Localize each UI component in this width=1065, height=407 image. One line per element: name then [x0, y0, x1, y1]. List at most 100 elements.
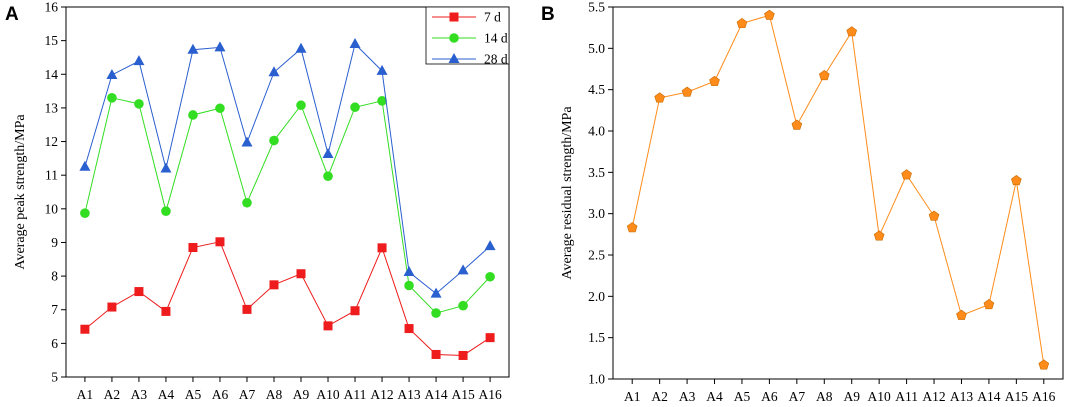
y-tick-label: 14 — [45, 67, 59, 82]
data-point — [80, 208, 90, 218]
y-tick-label: 9 — [51, 235, 58, 250]
y-tick-label: 6 — [51, 336, 58, 351]
x-tick-label: A16 — [1032, 389, 1055, 404]
series-line — [631, 14, 1045, 366]
data-point — [322, 147, 334, 158]
data-point — [901, 169, 912, 180]
data-point — [983, 299, 995, 310]
legend-marker — [448, 53, 460, 63]
data-point — [485, 271, 495, 282]
x-tick-label: A15 — [451, 387, 474, 402]
series-28-d — [79, 38, 496, 298]
data-point — [214, 41, 226, 52]
data-point — [80, 324, 90, 334]
y-axis-title: Average peak strength/MPa — [13, 114, 28, 270]
y-tick-label: 3.0 — [588, 206, 605, 221]
data-point — [323, 321, 333, 331]
x-tick-label: A1 — [77, 387, 94, 402]
data-point — [458, 350, 468, 360]
data-point — [161, 206, 171, 216]
data-point — [626, 222, 638, 233]
y-tick-label: 8 — [51, 269, 58, 284]
data-point — [681, 86, 693, 97]
data-point — [296, 269, 306, 279]
data-point — [377, 96, 387, 106]
data-point — [215, 103, 225, 114]
x-tick-label: A2 — [651, 389, 668, 404]
plot-frame — [65, 6, 510, 378]
x-tick-label: A3 — [679, 389, 696, 404]
chart-residual-strength: 1.0 1.5 2.0 2.5 3.0 3.5 4.0 4.5 5.0 5.5 A1 A2 A3 A4 A5… — [560, 0, 1064, 404]
chart-peak-strength: 5 6 7 8 9 10 11 12 13 14 15 16 A1 A2 A3 A4 A5 A6 A7 A8 A9 A10… — [13, 0, 510, 402]
x-tick-label: A12 — [922, 389, 945, 404]
data-point — [323, 171, 333, 181]
data-point — [377, 243, 387, 253]
x-tick-label: A2 — [104, 387, 121, 402]
data-point — [485, 333, 495, 343]
legend-marker — [449, 33, 459, 43]
data-point — [188, 110, 198, 120]
x-tick-label: A9 — [293, 387, 310, 402]
data-point — [107, 302, 117, 312]
data-point — [107, 93, 117, 103]
x-tick-label: A15 — [1005, 389, 1028, 404]
y-tick-label: 4.5 — [588, 82, 605, 97]
series-line — [84, 43, 491, 295]
data-point — [1038, 359, 1050, 370]
panel-letter-a: A — [5, 4, 19, 25]
data-point — [134, 287, 144, 297]
x-tick-label: A6 — [212, 387, 229, 402]
data-point — [457, 264, 469, 275]
x-tick-label: A5 — [185, 387, 202, 402]
y-tick-label: 5.5 — [588, 0, 605, 15]
data-point — [709, 75, 720, 86]
data-point — [458, 300, 468, 311]
data-point — [241, 136, 253, 147]
y-tick-label: 12 — [45, 134, 59, 149]
x-tick-label: A14 — [977, 389, 1000, 404]
y-tick-label: 10 — [45, 201, 59, 216]
legend: 7 d 14 d 28 d — [425, 6, 510, 67]
legend-label: 28 d — [484, 52, 508, 67]
x-tick-label: A11 — [895, 389, 918, 404]
y-tick-label: 5 — [51, 370, 58, 385]
data-point — [133, 55, 145, 66]
y-tick-label: 13 — [45, 100, 59, 115]
data-point — [134, 99, 144, 109]
x-tick-label: A13 — [397, 387, 420, 402]
x-tick-label: A10 — [868, 389, 891, 404]
y-tick-label: 7 — [51, 302, 58, 317]
legend-label: 7 d — [484, 10, 501, 25]
data-point — [188, 243, 198, 252]
series-residual-strength — [626, 9, 1050, 370]
y-axis-title: Average residual strength/MPa — [560, 106, 575, 280]
data-point — [736, 17, 748, 29]
x-tick-label: A16 — [478, 387, 501, 402]
x-tick-label: A4 — [706, 389, 723, 404]
x-tick-label: A8 — [816, 389, 833, 404]
data-point — [269, 280, 279, 290]
data-point — [431, 308, 441, 318]
data-point — [430, 287, 442, 298]
panel-letter-b: B — [541, 4, 555, 25]
data-point — [268, 66, 280, 77]
x-tick-label: A6 — [761, 389, 778, 404]
y-tick-label: 1.0 — [588, 372, 605, 387]
x-tick-label: A3 — [131, 387, 148, 402]
y-tick-label: 4.0 — [588, 124, 605, 139]
data-point — [376, 64, 388, 75]
x-tick-label: A5 — [734, 389, 751, 404]
data-point — [403, 266, 415, 277]
x-tick-label: A7 — [239, 387, 256, 402]
data-point — [431, 349, 441, 359]
x-tick-label: A11 — [344, 387, 367, 402]
legend-label: 14 d — [484, 31, 508, 46]
plot-frame — [612, 6, 1064, 380]
data-point — [295, 42, 307, 53]
x-tick-label: A10 — [316, 387, 339, 402]
data-point — [242, 304, 252, 314]
y-tick-label: 11 — [45, 168, 58, 183]
data-point — [1011, 175, 1022, 186]
data-point — [484, 240, 496, 251]
data-point — [818, 70, 830, 81]
